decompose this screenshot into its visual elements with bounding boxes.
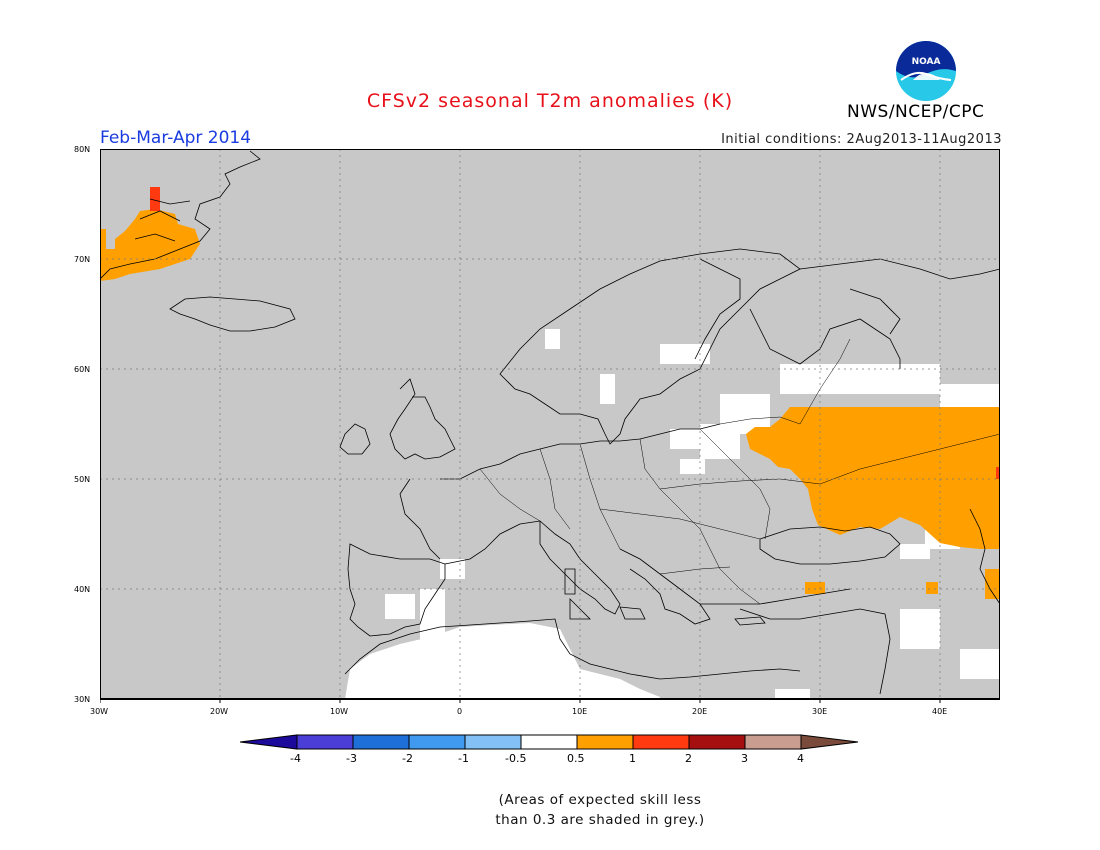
colorbar-box [688, 734, 746, 750]
lat-label: 80N [74, 145, 91, 154]
colorbar-label: -2 [402, 752, 413, 765]
graticule [100, 149, 1000, 699]
colorbar-box [352, 734, 410, 750]
skill-caption: (Areas of expected skill less than 0.3 a… [440, 790, 760, 830]
lon-label: 30E [812, 707, 828, 716]
colorbar-arrow-low [240, 734, 298, 750]
lat-label: 30N [74, 695, 91, 704]
caption-line: (Areas of expected skill less [498, 792, 702, 808]
initial-conditions: Initial conditions: 2Aug2013-11Aug2013 [721, 132, 1002, 147]
lon-label: 40E [932, 707, 948, 716]
colorbar-label: 2 [685, 752, 692, 765]
caption-line: than 0.3 are shaded in grey.) [495, 812, 705, 828]
chart-title: CFSv2 seasonal T2m anomalies (K) [366, 90, 734, 112]
colorbar [240, 734, 859, 750]
warm-anomaly-areas [100, 209, 1000, 599]
colorbar-label: 0.5 [567, 752, 585, 765]
colorbar-label: -3 [346, 752, 357, 765]
lat-label: 60N [74, 365, 91, 374]
colorbar-label: -4 [290, 752, 301, 765]
lon-label: 20W [210, 707, 229, 716]
axis-ticks [100, 699, 941, 703]
svg-text:NOAA: NOAA [912, 57, 941, 67]
colorbar-label: -0.5 [505, 752, 527, 765]
lon-label: 10E [572, 707, 588, 716]
colorbar-label: 4 [797, 752, 804, 765]
colorbar-box [520, 734, 578, 750]
agency-label: NWS/NCEP/CPC [847, 102, 985, 122]
colorbar-box [464, 734, 522, 750]
lon-label: 30W [90, 707, 109, 716]
lon-label: 0 [457, 707, 463, 716]
colorbar-box [632, 734, 690, 750]
map-frame [100, 149, 1000, 700]
colorbar-box [744, 734, 802, 750]
colorbar-box [296, 734, 354, 750]
lat-label: 40N [74, 585, 91, 594]
colorbar-box [408, 734, 466, 750]
strong-warm-anomaly [150, 187, 160, 211]
colorbar-label: 1 [629, 752, 636, 765]
country-borders [479, 338, 1000, 605]
lon-label: 20E [692, 707, 708, 716]
colorbar-arrow-high [800, 734, 859, 750]
anomaly-map [100, 149, 1000, 703]
lat-label: 70N [74, 255, 91, 264]
colorbar-label: 3 [741, 752, 748, 765]
lon-label: 10W [330, 707, 349, 716]
noaa-logo-icon: NOAA [896, 41, 956, 101]
lat-label: 50N [74, 475, 91, 484]
forecast-period: Feb-Mar-Apr 2014 [100, 128, 252, 148]
colorbar-box [576, 734, 634, 750]
colorbar-label: -1 [458, 752, 469, 765]
